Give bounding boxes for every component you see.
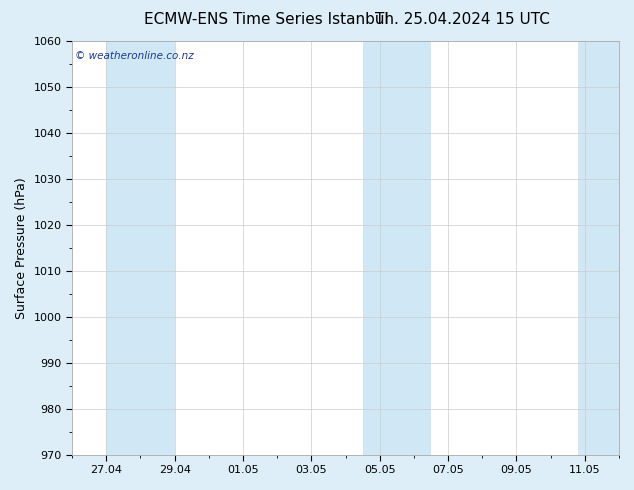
Bar <box>107 41 174 455</box>
Bar <box>578 41 626 455</box>
Bar <box>363 41 431 455</box>
Text: Th. 25.04.2024 15 UTC: Th. 25.04.2024 15 UTC <box>375 12 550 27</box>
Text: ECMW-ENS Time Series Istanbul: ECMW-ENS Time Series Istanbul <box>144 12 389 27</box>
Text: © weatheronline.co.nz: © weatheronline.co.nz <box>75 51 193 61</box>
Y-axis label: Surface Pressure (hPa): Surface Pressure (hPa) <box>15 177 28 318</box>
